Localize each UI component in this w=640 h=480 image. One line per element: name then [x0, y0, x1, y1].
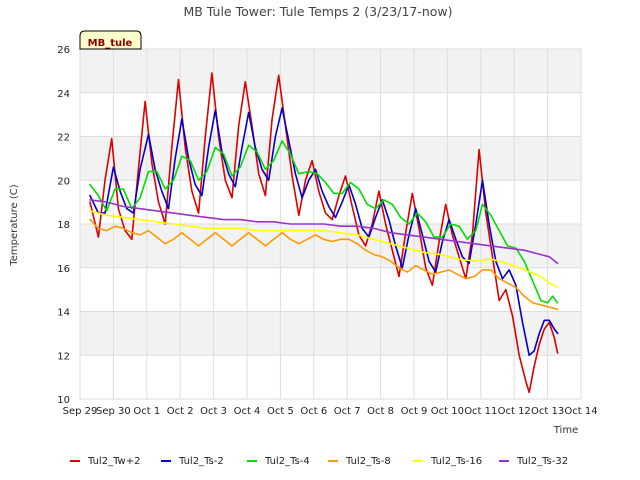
legend-label: Tul2_Ts-4: [264, 456, 310, 467]
legend-label: Tul2_Ts-8: [345, 456, 391, 467]
background-band: [80, 49, 581, 93]
legend-item: Tul2_Tw+2: [70, 456, 140, 467]
series-line-tul2-ts-8: [89, 218, 559, 311]
x-tick-label: Oct 10: [431, 406, 464, 417]
x-tick-label: Oct 6: [300, 406, 327, 417]
y-tick-label: 10: [57, 395, 70, 406]
y-tick-label: 18: [57, 220, 70, 231]
y-axis-label: Temperature (C): [9, 184, 20, 266]
legend-label: Tul2_Tw+2: [87, 456, 140, 467]
x-tick-label: Oct 3: [200, 406, 227, 417]
x-axis-label: Time: [553, 425, 578, 436]
legend-label: Tul2_Ts-16: [430, 456, 482, 467]
y-tick-label: 22: [57, 133, 70, 144]
series-line-tul2-tw-2: [89, 72, 559, 394]
background-band: [80, 136, 581, 181]
series-line-tul2-ts-2: [89, 107, 559, 357]
series-line-tul2-ts-16: [89, 210, 559, 289]
background-band: [80, 311, 581, 356]
legend: Tul2_Tw+2 Tul2_Ts-2 Tul2_Ts-4 Tul2_Ts-8 Tul2…: [70, 456, 568, 467]
y-tick-label: 14: [57, 308, 70, 319]
x-tick-label: Oct 12: [498, 406, 531, 417]
x-tick-label: Sep 29: [63, 406, 98, 417]
y-tick-label: 12: [57, 351, 70, 362]
x-tick-label: Oct 8: [367, 406, 394, 417]
legend-item: Tul2_Ts-8: [328, 456, 391, 467]
y-tick-label: 26: [57, 45, 70, 56]
x-tick-label: Oct 2: [167, 406, 194, 417]
station-badge-label: MB_tule: [88, 38, 133, 49]
x-tick-label: Oct 5: [267, 406, 294, 417]
y-tick-labels: 10 12 14 16 18 20 22 24 26: [57, 45, 70, 406]
x-tick-label: Oct 1: [133, 406, 160, 417]
x-tick-label: Oct 4: [234, 406, 261, 417]
x-tick-label: Oct 11: [464, 406, 497, 417]
x-tick-label: Oct 7: [334, 406, 361, 417]
x-tick-label: Oct 14: [564, 406, 597, 417]
background-bands: [80, 49, 581, 356]
chart-title: MB Tule Tower: Tule Temps 2 (3/23/17-now…: [183, 4, 452, 19]
x-tick-label: Sep 30: [96, 406, 131, 417]
x-tick-label: Oct 9: [401, 406, 428, 417]
legend-item: Tul2_Ts-32: [499, 456, 568, 467]
legend-item: Tul2_Ts-2: [161, 456, 224, 467]
series-line-tul2-ts-32: [89, 199, 559, 265]
gridlines: [79, 48, 582, 400]
y-tick-label: 20: [57, 176, 70, 187]
legend-label: Tul2_Ts-32: [516, 456, 568, 467]
background-band: [80, 224, 581, 268]
series-line-tul2-ts-4: [89, 140, 559, 304]
legend-label: Tul2_Ts-2: [178, 456, 224, 467]
station-badge: MB_tule: [79, 30, 142, 50]
x-tick-label: Oct 13: [531, 406, 564, 417]
legend-item: Tul2_Ts-16: [413, 456, 482, 467]
y-tick-label: 24: [57, 89, 70, 100]
series-lines: [89, 72, 559, 394]
legend-item: Tul2_Ts-4: [247, 456, 310, 467]
y-tick-label: 16: [57, 264, 70, 275]
